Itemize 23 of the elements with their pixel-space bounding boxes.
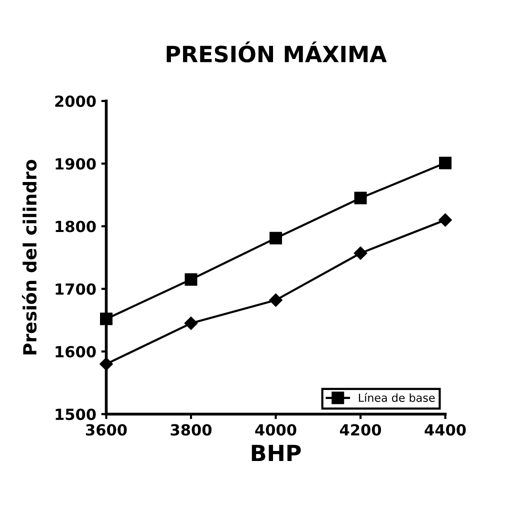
point — [184, 273, 198, 286]
y-tick-label: 1600 — [56, 346, 96, 358]
y-tick-label: 2000 — [55, 95, 96, 108]
legend-label: Línea de base — [358, 392, 435, 402]
point — [354, 246, 368, 260]
x-tick-label: 3800 — [170, 424, 212, 436]
point — [184, 316, 198, 330]
point — [270, 232, 282, 244]
point — [354, 192, 367, 204]
x-axis-title: BHP — [252, 444, 301, 462]
y-tick-label: 1700 — [56, 283, 96, 295]
y-tick-label: 1900 — [56, 158, 96, 170]
y-tick-label: 1800 — [56, 220, 96, 232]
x-tick-label: 4200 — [340, 424, 382, 436]
point — [438, 213, 452, 227]
y-tick-label: 1500 — [56, 408, 96, 420]
x-tick-label: 3600 — [86, 424, 127, 436]
y-axis-title: Presión del cilindro — [22, 160, 37, 354]
chart-title: PRESIÓN MÁXIMA — [166, 42, 387, 62]
point — [439, 156, 452, 170]
x-tick-label: 4000 — [255, 424, 296, 436]
x-tick-label: 4400 — [424, 424, 466, 436]
point — [269, 294, 282, 307]
